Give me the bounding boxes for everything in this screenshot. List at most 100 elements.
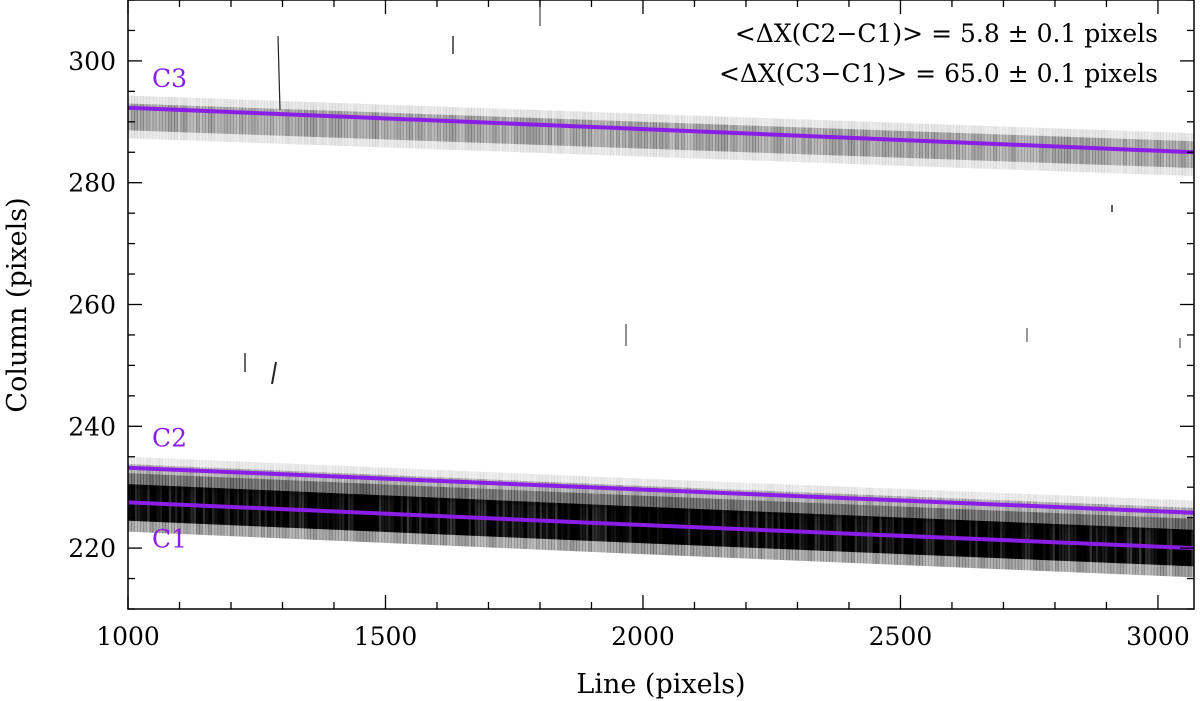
- trace-pixel: [285, 470, 290, 496]
- trace-pixel: [637, 121, 642, 149]
- trace-pixel: [205, 98, 209, 142]
- trace-pixel: [647, 113, 651, 157]
- trace-pixel: [693, 123, 698, 151]
- trace-pixel: [881, 122, 886, 166]
- trace-pixel: [1163, 499, 1167, 539]
- trace-pixel: [1101, 130, 1105, 173]
- trace-pixel: [894, 496, 898, 521]
- trace-pixel: [659, 122, 664, 150]
- trace-pixel: [792, 127, 797, 154]
- trace-pixel: [501, 480, 506, 505]
- trace-pixel: [282, 470, 287, 496]
- trace-pixel: [878, 495, 883, 520]
- trace-pixel: [659, 486, 664, 512]
- trace-pixel: [165, 104, 169, 132]
- trace-pixel: [986, 134, 991, 161]
- trace-pixel: [149, 96, 154, 140]
- trace-pixel: [606, 112, 611, 156]
- trace-pixel: [542, 118, 546, 146]
- trace-pixel: [285, 463, 290, 503]
- trace-pixel: [878, 122, 883, 166]
- trace-pixel: [1036, 494, 1041, 534]
- trace-pixel: [572, 119, 577, 147]
- trace-pixel: [662, 122, 667, 150]
- trace-pixel: [1129, 505, 1133, 530]
- trace-pixel: [841, 486, 846, 526]
- trace-pixel: [999, 500, 1004, 525]
- trace-pixel: [344, 473, 348, 498]
- trace-pixel: [783, 118, 787, 162]
- trace-pixel: [285, 109, 290, 136]
- trace-pixel: [770, 491, 775, 516]
- trace-pixel: [1030, 494, 1034, 534]
- trace-pixel: [1017, 127, 1022, 170]
- trace-pixel: [1101, 504, 1105, 529]
- trace-pixel: [217, 106, 222, 134]
- trace-pixel: [470, 115, 475, 143]
- trace-pixel: [934, 132, 939, 159]
- trace-pixel: [347, 111, 352, 139]
- trace-pixel: [427, 476, 432, 502]
- trace-pixel: [820, 485, 824, 525]
- trace-pixel: [1135, 498, 1139, 538]
- trace-pixel: [341, 473, 345, 498]
- series-labels: C1 C2 C3: [152, 64, 187, 554]
- trace-pixel: [412, 476, 416, 501]
- trace-pixel: [582, 111, 586, 155]
- trace-pixel: [489, 472, 494, 512]
- trace-pixel: [993, 492, 997, 532]
- trace-pixel: [517, 480, 522, 506]
- trace-pixel: [192, 466, 197, 492]
- trace-pixel: [783, 484, 787, 524]
- trace-pixel: [257, 469, 262, 495]
- trace-pixel: [560, 482, 565, 507]
- trace-pixel: [708, 124, 713, 151]
- trace-pixel: [276, 100, 281, 144]
- trace-pixel: [319, 102, 324, 146]
- trace-pixel: [1135, 139, 1139, 167]
- trace-pixel: [610, 120, 614, 148]
- trace-pixel: [325, 110, 330, 138]
- trace-pixel: [554, 474, 559, 514]
- trace-pixel: [288, 101, 293, 145]
- trace-pixel: [817, 492, 821, 518]
- trace-pixel: [708, 481, 713, 521]
- trace-pixel: [140, 464, 145, 490]
- trace-pixel: [752, 490, 756, 515]
- trace-pixel: [1030, 135, 1034, 163]
- trace-pixel: [520, 109, 525, 153]
- trace-pixel: [1184, 132, 1189, 176]
- trace-pixel: [523, 117, 528, 145]
- trace-pixel: [440, 470, 444, 510]
- trace-pixel: [869, 129, 874, 157]
- trace-pixel: [279, 108, 284, 136]
- trace-pixel: [1107, 130, 1112, 174]
- streak: [271, 361, 277, 385]
- trace-pixel: [579, 119, 583, 147]
- trace-pixel: [365, 112, 370, 139]
- trace-pixel: [718, 489, 722, 514]
- trace-pixel: [668, 114, 673, 158]
- trace-pixel: [761, 483, 766, 523]
- trace-pixel: [538, 110, 543, 153]
- trace-pixel: [613, 120, 617, 148]
- trace-pixel: [1008, 500, 1013, 525]
- x-tick-label: 1000: [96, 622, 160, 651]
- trace-pixel: [625, 477, 630, 517]
- trace-pixel: [1156, 506, 1161, 531]
- trace-pixel: [446, 477, 450, 503]
- trace-pixel: [795, 492, 800, 517]
- trace-pixel: [696, 123, 701, 151]
- trace-pixel: [461, 107, 466, 151]
- trace-pixel: [409, 476, 413, 501]
- trace-pixel: [424, 469, 429, 509]
- trace-pixel: [1085, 129, 1090, 173]
- trace-pixel: [857, 494, 861, 519]
- trace-pixel: [810, 485, 815, 525]
- trace-pixel: [922, 497, 926, 522]
- trace-pixel: [761, 118, 766, 161]
- trace-pixel: [1082, 137, 1087, 165]
- trace-pixel: [369, 474, 373, 499]
- trace-pixel: [1172, 132, 1177, 176]
- trace-pixel: [990, 492, 994, 532]
